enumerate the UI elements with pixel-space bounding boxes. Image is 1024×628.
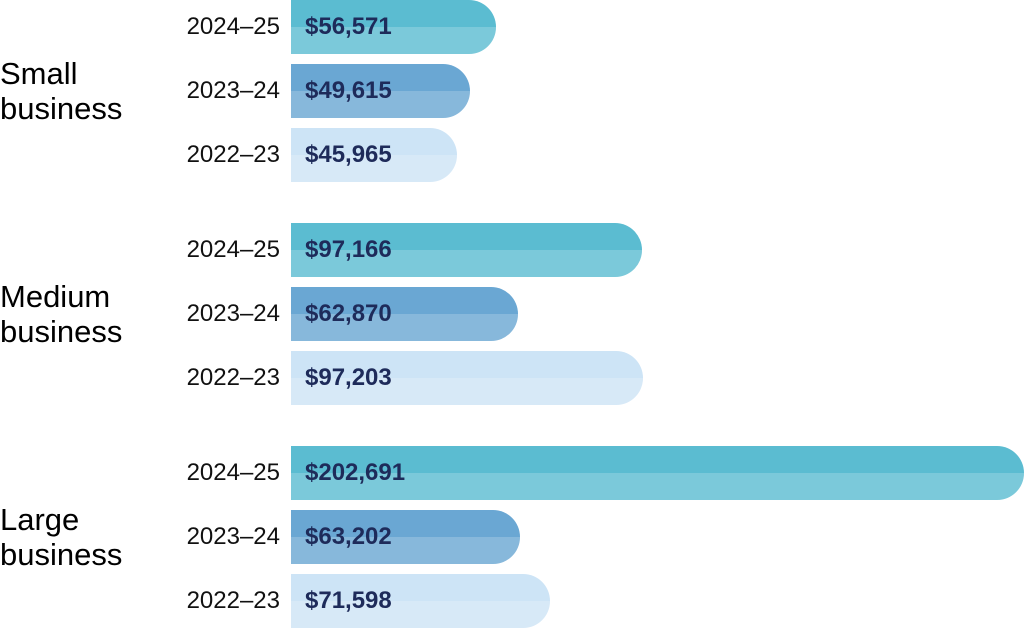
year-label: 2022–23 xyxy=(186,364,280,391)
year-label: 2024–25 xyxy=(186,236,280,263)
value-label: $97,166 xyxy=(305,236,392,263)
value-label: $97,203 xyxy=(305,364,392,391)
bar xyxy=(291,446,1024,500)
bar xyxy=(291,510,520,564)
value-label: $56,571 xyxy=(305,13,392,40)
bar xyxy=(291,351,643,405)
year-label: 2024–25 xyxy=(186,13,280,40)
year-label: 2023–24 xyxy=(186,77,280,104)
year-label: 2023–24 xyxy=(186,300,280,327)
year-label: 2022–23 xyxy=(186,587,280,614)
value-label: $71,598 xyxy=(305,587,392,614)
year-label: 2023–24 xyxy=(186,523,280,550)
year-label: 2024–25 xyxy=(186,459,280,486)
category-label: Small business xyxy=(0,56,123,126)
category-label: Medium business xyxy=(0,279,123,349)
bar xyxy=(291,574,550,628)
bar xyxy=(291,64,471,118)
bar xyxy=(291,287,519,341)
bar xyxy=(291,128,458,182)
category-label: Large business xyxy=(0,502,123,572)
value-label: $63,202 xyxy=(305,523,392,550)
value-label: $202,691 xyxy=(305,459,406,486)
bar xyxy=(291,223,643,277)
value-label: $62,870 xyxy=(305,300,392,327)
year-label: 2022–23 xyxy=(186,141,280,168)
bar xyxy=(291,0,496,54)
value-label: $49,615 xyxy=(305,77,392,104)
value-label: $45,965 xyxy=(305,141,392,168)
